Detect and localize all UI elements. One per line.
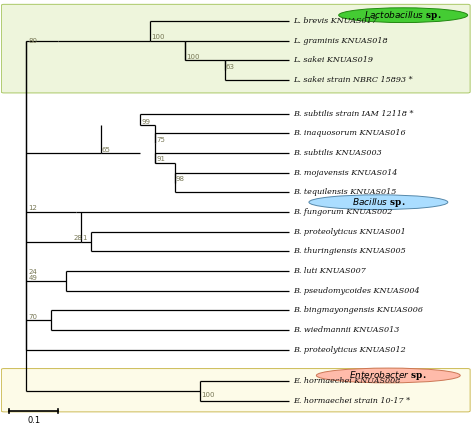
Text: 28: 28: [73, 235, 82, 241]
Text: B. bingmayongensis KNUAS006: B. bingmayongensis KNUAS006: [293, 306, 423, 314]
Text: L. graminis KNUAS018: L. graminis KNUAS018: [293, 37, 388, 45]
Text: 98: 98: [176, 176, 185, 182]
Text: B. thuringiensis KNUAS005: B. thuringiensis KNUAS005: [293, 248, 406, 256]
Ellipse shape: [339, 8, 468, 23]
Text: 63: 63: [226, 64, 235, 70]
Text: B. subtilis KNUAS003: B. subtilis KNUAS003: [293, 149, 382, 157]
Ellipse shape: [316, 368, 460, 383]
Text: 24: 24: [28, 269, 37, 275]
Ellipse shape: [309, 195, 448, 210]
FancyBboxPatch shape: [1, 368, 470, 412]
Text: B. inaquosorum KNUAS016: B. inaquosorum KNUAS016: [293, 130, 406, 137]
Text: 100: 100: [186, 54, 200, 60]
Text: B. tequilensis KNUAS015: B. tequilensis KNUAS015: [293, 188, 396, 196]
Text: $\it{Bacillus}$ sp.: $\it{Bacillus}$ sp.: [352, 196, 405, 209]
FancyBboxPatch shape: [1, 4, 470, 93]
Text: 65: 65: [101, 147, 110, 153]
Text: 80: 80: [28, 38, 37, 44]
Text: 99: 99: [141, 119, 150, 125]
Text: B. subtilis strain IAM 12118 *: B. subtilis strain IAM 12118 *: [293, 109, 413, 118]
Text: 70: 70: [28, 314, 37, 320]
Text: B. proteolyticus KNUAS001: B. proteolyticus KNUAS001: [293, 228, 406, 236]
Text: E. hormaechei KNUAS008: E. hormaechei KNUAS008: [293, 377, 401, 386]
Text: 0.1: 0.1: [27, 416, 40, 425]
Text: B. wiedmannii KNUAS013: B. wiedmannii KNUAS013: [293, 326, 400, 334]
Text: B. mojavensis KNUAS014: B. mojavensis KNUAS014: [293, 169, 397, 177]
Text: 100: 100: [151, 35, 164, 40]
Text: 91: 91: [156, 156, 165, 162]
Text: 12: 12: [28, 205, 37, 211]
Text: B. luti KNUAS007: B. luti KNUAS007: [293, 267, 366, 275]
Text: 75: 75: [156, 137, 165, 143]
Text: $\it{Lactobacillus}$ sp.: $\it{Lactobacillus}$ sp.: [365, 9, 442, 22]
Text: $\it{Enterobacter}$ sp.: $\it{Enterobacter}$ sp.: [349, 369, 427, 382]
Text: B. pseudomycoides KNUAS004: B. pseudomycoides KNUAS004: [293, 287, 419, 295]
Text: 49: 49: [28, 275, 37, 281]
Text: L. sakei strain NBRC 15893 *: L. sakei strain NBRC 15893 *: [293, 76, 413, 84]
Text: L. sakei KNUAS019: L. sakei KNUAS019: [293, 57, 373, 64]
Text: E. hormaechei strain 10-17 *: E. hormaechei strain 10-17 *: [293, 397, 410, 405]
Text: B. fungorum KNUAS002: B. fungorum KNUAS002: [293, 208, 392, 216]
Text: 100: 100: [201, 392, 214, 398]
Text: B. proteolyticus KNUAS012: B. proteolyticus KNUAS012: [293, 346, 406, 354]
Text: L. brevis KNUAS017: L. brevis KNUAS017: [293, 17, 377, 25]
Text: 1: 1: [82, 235, 86, 241]
